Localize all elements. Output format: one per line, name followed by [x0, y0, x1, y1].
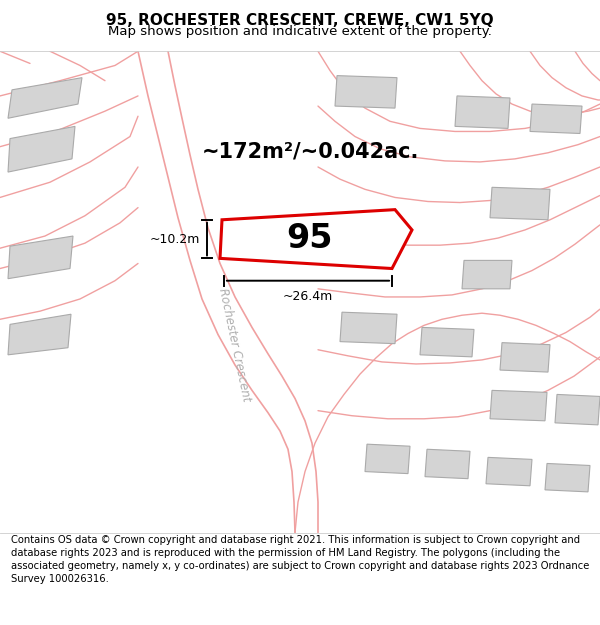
Polygon shape [340, 312, 397, 344]
Polygon shape [365, 444, 410, 474]
Polygon shape [220, 209, 412, 269]
Polygon shape [8, 126, 75, 172]
Polygon shape [555, 394, 600, 425]
Text: Rochester Crescent: Rochester Crescent [215, 287, 253, 402]
Polygon shape [425, 449, 470, 479]
Text: ~26.4m: ~26.4m [283, 290, 333, 303]
Polygon shape [420, 328, 474, 357]
Polygon shape [455, 96, 510, 128]
Polygon shape [486, 458, 532, 486]
Text: 95: 95 [287, 222, 333, 254]
Text: Map shows position and indicative extent of the property.: Map shows position and indicative extent… [108, 26, 492, 39]
Polygon shape [490, 188, 550, 220]
Polygon shape [238, 233, 370, 261]
Polygon shape [335, 76, 397, 108]
Polygon shape [8, 236, 73, 279]
Polygon shape [530, 104, 582, 134]
Polygon shape [8, 314, 71, 355]
Text: ~172m²/~0.042ac.: ~172m²/~0.042ac. [202, 142, 419, 162]
Text: 95, ROCHESTER CRESCENT, CREWE, CW1 5YQ: 95, ROCHESTER CRESCENT, CREWE, CW1 5YQ [106, 12, 494, 28]
Text: Contains OS data © Crown copyright and database right 2021. This information is : Contains OS data © Crown copyright and d… [11, 535, 589, 584]
Polygon shape [8, 78, 82, 118]
Polygon shape [462, 261, 512, 289]
Polygon shape [490, 391, 547, 421]
Polygon shape [545, 464, 590, 492]
Polygon shape [500, 342, 550, 372]
Text: ~10.2m: ~10.2m [149, 232, 200, 246]
